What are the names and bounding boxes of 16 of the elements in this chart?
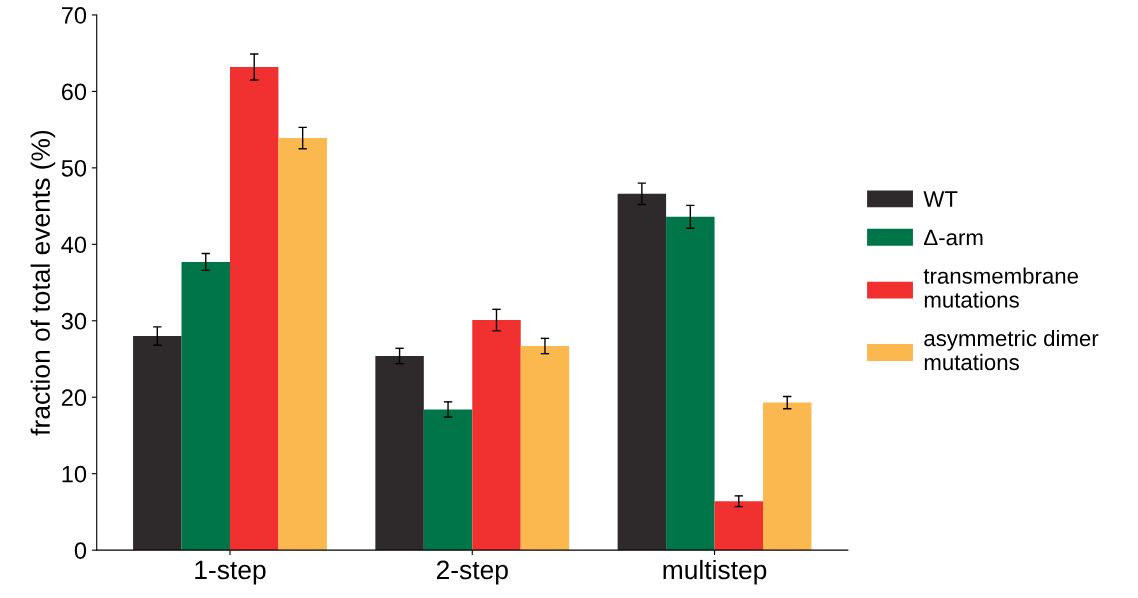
legend-label: WT	[923, 191, 958, 207]
y-tick-label: 60	[61, 83, 87, 101]
legend-label: asymmetric dimer mutations	[924, 329, 1099, 371]
legend-label: Δ-arm	[924, 229, 983, 246]
y-tick-label: 20	[61, 389, 87, 407]
y-axis-title: fraction of total events (%)	[30, 130, 56, 436]
y-tick-label: 0	[74, 542, 87, 559]
x-tick-label: multistep	[663, 559, 767, 585]
legend-label: transmembrane mutations	[923, 267, 1078, 308]
x-tick-label: 1-step	[195, 560, 266, 585]
y-tick-label: 70	[61, 7, 87, 24]
y-tick-label: 40	[61, 236, 87, 254]
y-tick-label: 10	[62, 465, 87, 483]
x-tick-label: 2-step	[436, 560, 508, 585]
y-tick-label: 50	[61, 159, 87, 177]
y-tick-label: 30	[61, 312, 87, 330]
